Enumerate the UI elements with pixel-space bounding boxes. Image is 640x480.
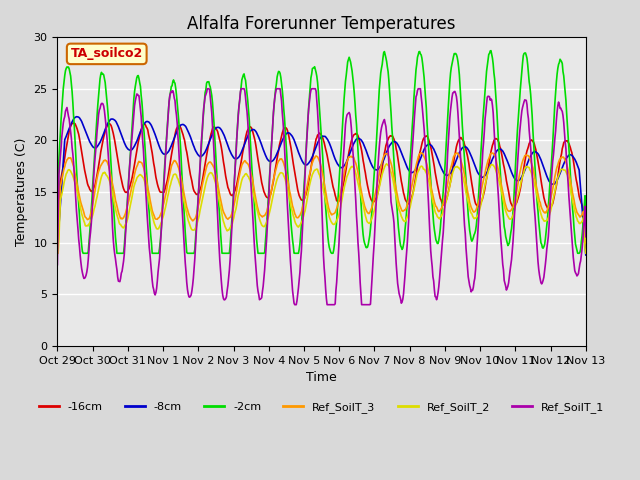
Line: -16cm: -16cm (58, 123, 586, 233)
Ref_SoilT_3 (417, 150, 425, 156)
-8cm (582, 252, 589, 258)
Line: -8cm: -8cm (58, 117, 586, 255)
Ref_SoilT_1 (204, 86, 211, 92)
-16cm (63, 142, 71, 147)
-8cm (387, 142, 394, 147)
Ref_SoilT_1 (63, 105, 71, 110)
Ref_SoilT_3 (401, 207, 409, 213)
-8cm (118, 134, 126, 140)
Ref_SoilT_1 (54, 262, 61, 267)
Ref_SoilT_2 (54, 251, 61, 256)
-2cm (487, 48, 495, 53)
-16cm (200, 170, 207, 176)
Ref_SoilT_2 (383, 161, 390, 167)
Ref_SoilT_2 (63, 170, 71, 176)
-16cm (70, 120, 77, 126)
Ref_SoilT_1 (291, 302, 299, 308)
Ref_SoilT_1 (582, 234, 589, 240)
-2cm (171, 80, 179, 86)
-16cm (582, 230, 589, 236)
-2cm (199, 119, 207, 124)
Line: Ref_SoilT_3: Ref_SoilT_3 (58, 153, 586, 243)
Ref_SoilT_2 (582, 251, 589, 256)
-2cm (63, 64, 71, 70)
Ref_SoilT_3 (54, 240, 61, 246)
Line: Ref_SoilT_2: Ref_SoilT_2 (58, 164, 586, 253)
-8cm (200, 151, 207, 157)
Ref_SoilT_3 (118, 215, 125, 221)
Title: Alfalfa Forerunner Temperatures: Alfalfa Forerunner Temperatures (188, 15, 456, 33)
Line: -2cm: -2cm (58, 50, 586, 253)
-8cm (172, 132, 180, 137)
Ref_SoilT_2 (387, 168, 394, 173)
-2cm (386, 87, 394, 93)
Ref_SoilT_1 (199, 116, 207, 122)
Ref_SoilT_2 (199, 193, 207, 199)
Ref_SoilT_3 (63, 157, 71, 163)
-2cm (582, 226, 589, 232)
-8cm (63, 132, 71, 137)
-2cm (118, 251, 125, 256)
Legend: -16cm, -8cm, -2cm, Ref_SoilT_3, Ref_SoilT_2, Ref_SoilT_1: -16cm, -8cm, -2cm, Ref_SoilT_3, Ref_Soil… (35, 397, 609, 418)
-16cm (54, 230, 61, 236)
-2cm (54, 251, 61, 256)
Line: Ref_SoilT_1: Ref_SoilT_1 (58, 89, 586, 305)
Ref_SoilT_3 (386, 156, 394, 162)
Ref_SoilT_3 (171, 158, 179, 164)
Text: TA_soilco2: TA_soilco2 (70, 48, 143, 60)
-8cm (73, 114, 81, 120)
-16cm (172, 129, 180, 134)
-8cm (54, 244, 61, 250)
Ref_SoilT_2 (402, 218, 410, 224)
Ref_SoilT_1 (403, 252, 410, 258)
Y-axis label: Temperatures (C): Temperatures (C) (15, 137, 28, 246)
Ref_SoilT_1 (171, 98, 179, 104)
Ref_SoilT_3 (582, 240, 589, 246)
X-axis label: Time: Time (306, 371, 337, 384)
Ref_SoilT_1 (118, 270, 125, 276)
-16cm (118, 180, 126, 186)
-16cm (387, 133, 394, 139)
Ref_SoilT_3 (199, 180, 207, 185)
Ref_SoilT_2 (171, 171, 179, 177)
-16cm (402, 198, 410, 204)
-2cm (401, 227, 409, 233)
-8cm (402, 161, 410, 167)
Ref_SoilT_1 (387, 199, 395, 204)
Ref_SoilT_2 (118, 223, 125, 229)
